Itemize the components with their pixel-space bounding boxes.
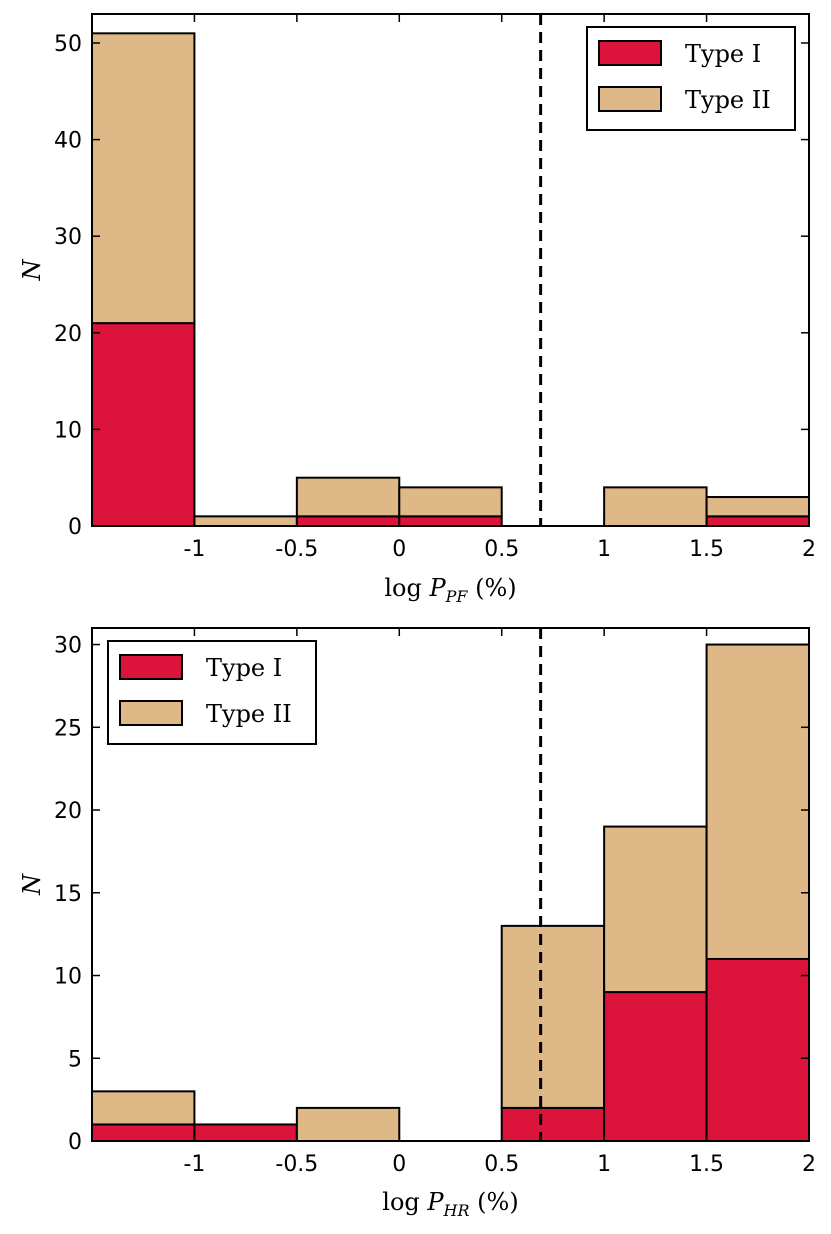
y-tick-label: 5 — [68, 1047, 82, 1072]
y-tick-label: 30 — [54, 225, 82, 250]
type-ii-bar — [193, 515, 298, 527]
type-i-bar — [295, 515, 401, 527]
legend-swatch — [119, 700, 183, 726]
legend-swatch — [119, 654, 183, 680]
x-tick-label: -1 — [183, 1152, 205, 1177]
type-ii-bar — [705, 643, 810, 960]
y-tick-label: 15 — [54, 882, 82, 907]
type-ii-bar — [91, 1090, 196, 1126]
x-tick-label: 1.5 — [689, 537, 724, 562]
type-i-bar — [398, 515, 503, 527]
type-i-bar — [91, 1123, 196, 1143]
legend-swatch — [598, 86, 662, 112]
x-tick-label: -0.5 — [275, 537, 318, 562]
legend-label: Type I — [206, 654, 282, 682]
legend-label: Type II — [206, 700, 292, 728]
x-axis-label: log PHR (%) — [382, 1188, 518, 1220]
y-tick-label: 10 — [54, 418, 82, 443]
y-tick-label: 20 — [54, 322, 82, 347]
x-tick-label: 0.5 — [484, 1152, 519, 1177]
legend-label: Type I — [685, 40, 761, 68]
type-ii-bar — [91, 32, 196, 325]
type-i-bar — [91, 322, 196, 527]
y-tick-label: 25 — [54, 716, 82, 741]
y-axis-label: N — [18, 873, 46, 896]
legend: Type I Type II — [586, 26, 796, 131]
type-i-bar — [500, 1106, 606, 1142]
type-i-bar — [705, 515, 810, 527]
legend-label: Type II — [685, 86, 771, 114]
y-tick-label: 50 — [54, 32, 82, 57]
type-ii-bar — [603, 825, 708, 994]
x-tick-label: 0 — [392, 537, 406, 562]
y-tick-label: 20 — [54, 799, 82, 824]
type-i-bar — [705, 957, 810, 1142]
x-tick-label: 1 — [597, 1152, 611, 1177]
plot-frame — [91, 13, 810, 527]
y-tick-label: 10 — [54, 965, 82, 990]
x-tick-label: 2 — [802, 1152, 816, 1177]
x-tick-label: 1 — [597, 537, 611, 562]
x-tick-label: 0 — [392, 1152, 406, 1177]
y-tick-label: 0 — [68, 1130, 82, 1155]
y-tick-label: 0 — [68, 515, 82, 540]
type-i-bar — [193, 1123, 298, 1143]
x-tick-label: -0.5 — [275, 1152, 318, 1177]
y-axis-label: N — [18, 259, 46, 282]
type-i-bar — [603, 991, 708, 1142]
type-ii-bar — [398, 486, 503, 518]
x-tick-label: 2 — [802, 537, 816, 562]
y-tick-label: 30 — [54, 634, 82, 659]
y-tick-label: 40 — [54, 129, 82, 154]
type-ii-bar — [500, 924, 606, 1109]
legend-swatch — [598, 40, 662, 66]
x-tick-label: 0.5 — [484, 537, 519, 562]
x-tick-label: -1 — [183, 537, 205, 562]
x-tick-label: 1.5 — [689, 1152, 724, 1177]
type-ii-bar — [295, 1106, 401, 1142]
legend: Type I Type II — [107, 640, 317, 745]
x-axis-label: log PPF (%) — [384, 574, 516, 606]
plot-frame — [91, 627, 810, 1142]
type-ii-bar — [705, 496, 810, 518]
type-ii-bar — [295, 476, 401, 518]
type-ii-bar — [603, 486, 708, 527]
